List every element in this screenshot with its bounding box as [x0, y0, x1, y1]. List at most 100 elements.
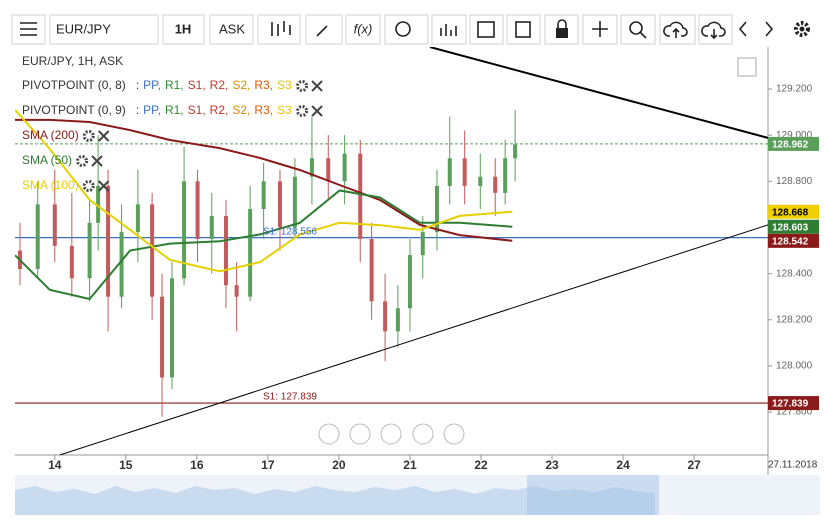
candle-body [420, 232, 425, 256]
popout-button[interactable] [737, 57, 757, 77]
legend-entry: SMA (100) [22, 178, 79, 192]
candle-body [395, 308, 400, 332]
settings-icon [799, 26, 805, 32]
x-tick-label: 22 [474, 458, 488, 472]
pivot-level-label: S1: 128.556 [263, 226, 317, 237]
indicator-item: S1, [188, 78, 206, 92]
indicator-legend: PIVOTPOINT (0, 9): PP, R1, S1, R2, S2, R3, S3 [22, 103, 292, 117]
candle-body [358, 153, 363, 239]
x-tick-label: 14 [48, 458, 62, 472]
indicator-item: PP, [143, 103, 161, 117]
indicator-item: PP, [143, 78, 161, 92]
candle-body [277, 181, 282, 228]
plot-area [15, 47, 768, 455]
x-tick-label: 20 [332, 458, 346, 472]
settings-button[interactable] [794, 21, 810, 37]
sma-line [15, 118, 513, 242]
doc-icon [515, 21, 531, 38]
settings-icon[interactable] [76, 155, 89, 167]
candle-body [195, 181, 200, 239]
upload-button[interactable] [659, 14, 696, 45]
zoom-button[interactable] [620, 14, 656, 45]
candle-body [383, 301, 388, 332]
navigator [15, 475, 820, 515]
fx-button[interactable] [345, 14, 381, 45]
zoom-out[interactable] [349, 423, 371, 445]
pen-icon [316, 25, 328, 37]
candle-body [309, 158, 314, 177]
upload-icon [663, 21, 688, 38]
settings-icon[interactable] [82, 130, 95, 142]
chart-title: EUR/JPY, 1H, ASK [22, 54, 123, 68]
legend-entry: SMA (50) [22, 153, 72, 167]
timeframe-select[interactable] [162, 14, 205, 45]
chart-type-button[interactable] [257, 14, 301, 45]
navigator-window[interactable] [527, 475, 659, 515]
scroll-left[interactable] [318, 423, 340, 445]
settings-icon[interactable] [296, 80, 309, 92]
remove-icon[interactable] [311, 105, 323, 117]
candle-body [342, 153, 347, 182]
legend-entry: SMA (200) [22, 128, 79, 142]
prev-button[interactable] [738, 21, 747, 37]
zoom-in[interactable] [412, 423, 434, 445]
candle-body [160, 296, 165, 378]
candle-body [35, 204, 40, 269]
x-tick-label: 24 [616, 458, 630, 472]
reset-zoom[interactable] [380, 423, 402, 445]
trendline [429, 47, 768, 139]
price-badge [768, 396, 819, 411]
y-tick-label: 129.000 [776, 130, 813, 141]
price-badge [768, 219, 819, 234]
download-button[interactable] [698, 14, 733, 45]
download-icon [701, 21, 726, 40]
remove-icon[interactable] [311, 80, 323, 92]
candle-body [513, 144, 518, 159]
next-button[interactable] [765, 21, 774, 37]
candle-body [119, 232, 124, 297]
indicator-item: R3, [254, 103, 273, 117]
candle-body [223, 215, 228, 286]
candle-body [248, 209, 253, 297]
settings-icon[interactable] [82, 180, 95, 192]
remove-icon[interactable] [91, 155, 103, 167]
remove-icon[interactable] [97, 130, 110, 142]
volume-button[interactable] [431, 14, 467, 45]
info-icon [395, 21, 411, 37]
y-tick-label: 128.000 [776, 361, 813, 372]
navigator-area [15, 486, 655, 515]
x-tick-label: 21 [403, 458, 417, 472]
price-badge [768, 204, 819, 219]
candle-body [369, 239, 374, 302]
y-tick-label: 129.200 [776, 84, 813, 95]
pivot-level-label: S1: 127.839 [263, 392, 317, 403]
lock-shackle [557, 19, 567, 28]
price-side-select[interactable] [209, 14, 254, 45]
indicator-name: PIVOTPOINT (0, 8) [22, 78, 126, 92]
x-tick-label: 27 [687, 458, 701, 472]
symbol: EUR/JPY [56, 21, 111, 36]
candle-body [434, 185, 439, 233]
zoom-icon [629, 21, 643, 35]
price-badge-label: 128.542 [772, 236, 809, 247]
candle-body [106, 185, 111, 297]
symbol-select[interactable] [49, 14, 159, 45]
indicator-name: PIVOTPOINT (0, 9) [22, 103, 126, 117]
calendar-button[interactable] [469, 14, 504, 45]
settings-icon[interactable] [296, 105, 309, 117]
indicator-item: S1, [188, 103, 206, 117]
doc-button[interactable] [506, 14, 541, 45]
candle-body [96, 185, 101, 223]
indicator-prefix: : [136, 78, 139, 92]
chart-type-icon [271, 21, 291, 36]
price-badge [768, 233, 819, 248]
indicator-item: S2, [232, 78, 250, 92]
scroll-right[interactable] [443, 423, 465, 445]
y-tick-label: 128.400 [776, 268, 813, 279]
candle-body [478, 176, 483, 186]
indicator-item: R1, [165, 78, 184, 92]
y-tick-label: 128.800 [776, 176, 813, 187]
info-button[interactable] [384, 14, 429, 45]
remove-icon[interactable] [97, 180, 110, 192]
